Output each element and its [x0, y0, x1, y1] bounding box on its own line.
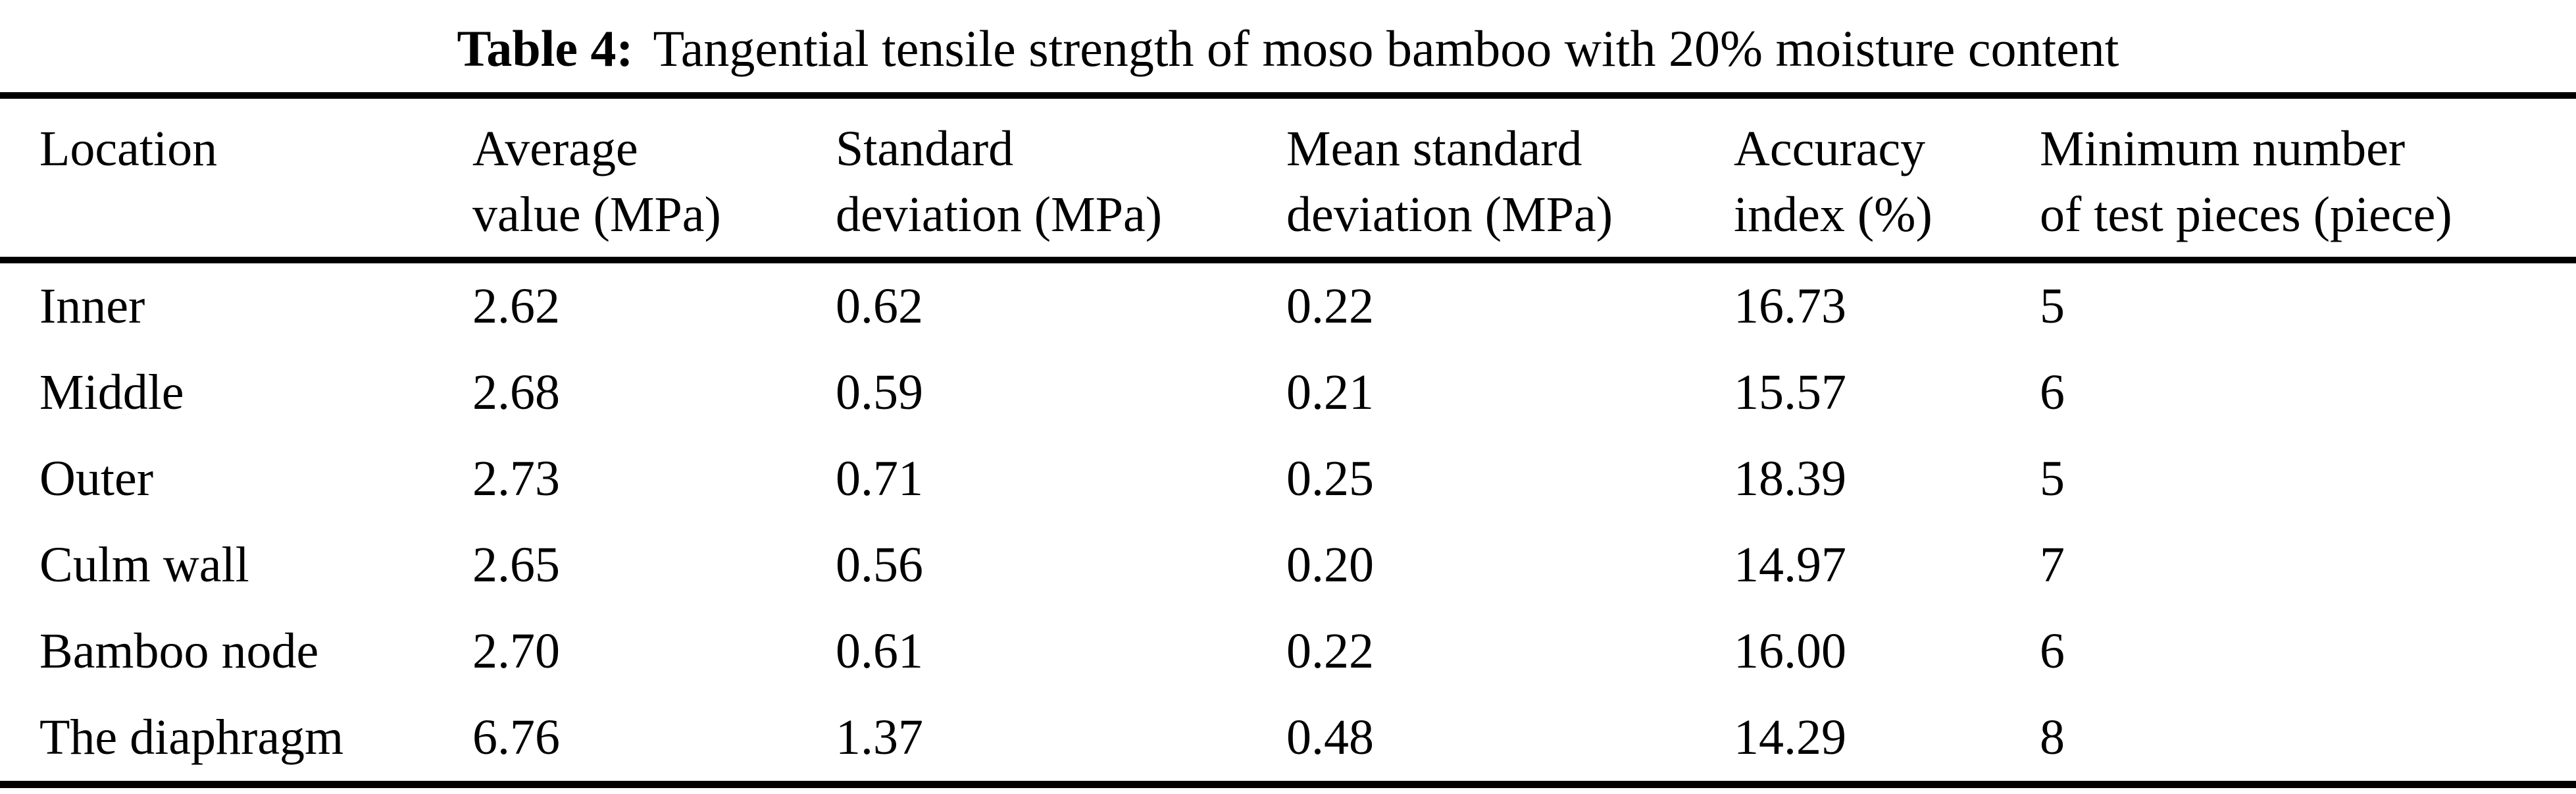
- cell-standard-deviation: 0.71: [836, 451, 923, 506]
- table-row-outer: Outer 2.73 0.71 0.25 18.39 5: [0, 436, 2576, 522]
- header-line: Mean standard: [1286, 121, 1582, 176]
- cell-minimum-test-pieces: 5: [2040, 451, 2065, 506]
- cell-accuracy-index: 18.39: [1734, 451, 1846, 506]
- cell-average-value: 2.70: [472, 623, 560, 679]
- table-header: Location Average value (MPa) Standard de…: [0, 95, 2576, 260]
- table-row-middle: Middle 2.68 0.59 0.21 15.57 6: [0, 350, 2576, 436]
- cell-average-value: 2.73: [472, 451, 560, 506]
- cell-location: Bamboo node: [39, 623, 319, 679]
- cell-mean-standard-deviation: 0.48: [1286, 710, 1374, 765]
- cell-location: Inner: [39, 278, 145, 334]
- cell-accuracy-index: 14.29: [1734, 710, 1846, 765]
- table-caption: Table 4: Tangential tensile strength of m…: [0, 0, 2576, 92]
- cell-accuracy-index: 16.00: [1734, 623, 1846, 679]
- header-line: Accuracy: [1734, 121, 1926, 176]
- table-row-inner: Inner 2.62 0.62 0.22 16.73 5: [0, 260, 2576, 350]
- cell-minimum-test-pieces: 6: [2040, 365, 2065, 420]
- cell-standard-deviation: 1.37: [836, 710, 923, 765]
- cell-average-value: 2.68: [472, 365, 560, 420]
- column-header-location: Location: [0, 95, 472, 260]
- cell-minimum-test-pieces: 5: [2040, 278, 2065, 334]
- header-line: value (MPa): [472, 187, 721, 242]
- cell-accuracy-index: 15.57: [1734, 365, 1846, 420]
- cell-mean-standard-deviation: 0.22: [1286, 623, 1374, 679]
- caption-label: Table 4:: [457, 20, 634, 77]
- header-line: of test pieces (piece): [2040, 187, 2452, 242]
- header-line: Standard: [836, 121, 1014, 176]
- header-line: Location: [39, 121, 218, 176]
- cell-standard-deviation: 0.61: [836, 623, 923, 679]
- table-row-the-diaphragm: The diaphragm 6.76 1.37 0.48 14.29 8: [0, 695, 2576, 785]
- cell-location: Culm wall: [39, 537, 249, 593]
- cell-location: Middle: [39, 365, 184, 420]
- cell-location: Outer: [39, 451, 154, 506]
- cell-average-value: 2.65: [472, 537, 560, 593]
- cell-minimum-test-pieces: 7: [2040, 537, 2065, 593]
- data-table: Location Average value (MPa) Standard de…: [0, 92, 2576, 788]
- column-header-mean-standard-deviation: Mean standard deviation (MPa): [1286, 95, 1734, 260]
- cell-standard-deviation: 0.62: [836, 278, 923, 334]
- cell-mean-standard-deviation: 0.25: [1286, 451, 1374, 506]
- cell-standard-deviation: 0.59: [836, 365, 923, 420]
- cell-location: The diaphragm: [39, 710, 344, 765]
- cell-average-value: 6.76: [472, 710, 560, 765]
- column-header-average-value: Average value (MPa): [472, 95, 836, 260]
- header-line: index (%): [1734, 187, 1932, 242]
- table-row-culm-wall: Culm wall 2.65 0.56 0.20 14.97 7: [0, 522, 2576, 608]
- column-header-standard-deviation: Standard deviation (MPa): [836, 95, 1286, 260]
- caption-text: Tangential tensile strength of moso bamb…: [653, 20, 2119, 77]
- cell-minimum-test-pieces: 8: [2040, 710, 2065, 765]
- cell-average-value: 2.62: [472, 278, 560, 334]
- table-body: Inner 2.62 0.62 0.22 16.73 5 Middle 2.68…: [0, 260, 2576, 785]
- cell-standard-deviation: 0.56: [836, 537, 923, 593]
- cell-mean-standard-deviation: 0.22: [1286, 278, 1374, 334]
- cell-mean-standard-deviation: 0.21: [1286, 365, 1374, 420]
- cell-accuracy-index: 14.97: [1734, 537, 1846, 593]
- table-row-bamboo-node: Bamboo node 2.70 0.61 0.22 16.00 6: [0, 608, 2576, 695]
- header-line: Minimum number: [2040, 121, 2406, 176]
- cell-accuracy-index: 16.73: [1734, 278, 1846, 334]
- column-header-accuracy-index: Accuracy index (%): [1734, 95, 2040, 260]
- header-row: Location Average value (MPa) Standard de…: [0, 95, 2576, 260]
- header-line: Average: [472, 121, 638, 176]
- header-line: deviation (MPa): [1286, 187, 1613, 242]
- cell-mean-standard-deviation: 0.20: [1286, 537, 1374, 593]
- cell-minimum-test-pieces: 6: [2040, 623, 2065, 679]
- column-header-minimum-test-pieces: Minimum number of test pieces (piece): [2040, 95, 2576, 260]
- header-line: deviation (MPa): [836, 187, 1163, 242]
